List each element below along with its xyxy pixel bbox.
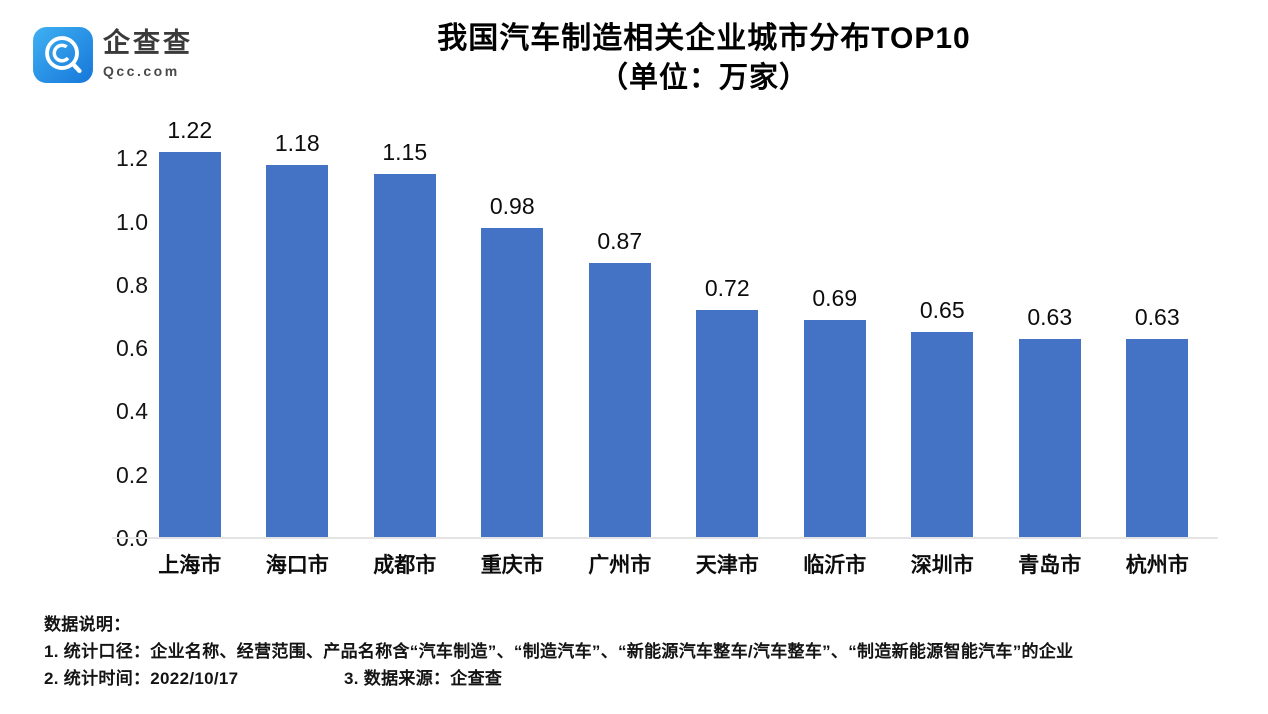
bar: [588, 262, 651, 538]
bar-slot: 0.69: [781, 120, 889, 538]
x-axis-line: [112, 537, 1218, 539]
notes-line2: 2. 统计时间：2022/10/17 3. 数据来源：企查查: [44, 665, 1256, 692]
bar-value-label: 0.72: [704, 275, 750, 302]
notes-line2-left: 2. 统计时间：2022/10/17: [44, 669, 239, 688]
bar-value-label: 1.18: [274, 129, 320, 156]
x-axis-label: 海口市: [265, 554, 329, 577]
bar: [696, 310, 759, 538]
bar-chart: 0.0 0.2 0.4 0.6 0.8 1.0 1.2 1.22 1.18 1.15 0.98 0.…: [112, 116, 1218, 581]
y-axis-tick: 0.2: [116, 461, 148, 488]
x-axis-label: 广州市: [588, 554, 652, 577]
bar: [481, 227, 544, 538]
bar: [911, 332, 974, 538]
x-axis-label: 成都市: [373, 554, 437, 577]
x-axis-label: 深圳市: [910, 554, 974, 577]
title-block: 我国汽车制造相关企业城市分布TOP10 （单位：万家）: [140, 20, 1268, 96]
logo-brand: 企查查: [103, 28, 193, 58]
bar-value-label: 0.87: [597, 227, 643, 254]
bar-value-label: 0.69: [812, 284, 858, 311]
bar-slot: 1.22: [136, 116, 244, 538]
bar: [373, 174, 436, 538]
bar-value-label: 0.65: [919, 297, 965, 324]
chart-title: 我国汽车制造相关企业城市分布TOP10: [437, 22, 971, 55]
x-axis: 上海市 海口市 成都市 重庆市 广州市 天津市 临沂市 深圳市 青岛市 杭州市: [136, 551, 1211, 581]
bar-slot: 1.15: [351, 120, 459, 538]
y-axis-tick: 0.4: [116, 398, 148, 425]
notes-line2-right: 3. 数据来源：企查查: [344, 669, 503, 688]
x-axis-label: 重庆市: [480, 554, 544, 577]
bar: [158, 151, 221, 538]
x-axis-label: 上海市: [158, 554, 222, 577]
notes: 数据说明： 1. 统计口径：企业名称、经营范围、产品名称含“汽车制造”、“制造汽…: [44, 612, 1256, 692]
bar: [1126, 338, 1189, 538]
logo-text: 企查查 Qcc.com: [103, 26, 193, 81]
bar-value-label: 0.63: [1027, 303, 1073, 330]
bar-slot: 0.63: [1104, 120, 1212, 538]
x-axis-label: 临沂市: [803, 554, 867, 577]
bar-slot: 0.65: [889, 120, 997, 538]
y-axis-tick: 1.2: [116, 145, 148, 172]
logo-domain: Qcc.com: [103, 63, 180, 79]
y-axis-tick: 1.0: [116, 208, 148, 235]
notes-line1: 1. 统计口径：企业名称、经营范围、产品名称含“汽车制造”、“制造汽车”、“新能…: [44, 642, 1074, 661]
bar-slot: 0.87: [566, 120, 674, 538]
bar-slot: 0.72: [674, 120, 782, 538]
y-axis-tick: 0.8: [116, 271, 148, 298]
x-axis-label: 杭州市: [1125, 554, 1189, 577]
y-axis-tick: 0.6: [116, 335, 148, 362]
chart-subtitle: （单位：万家）: [598, 62, 809, 94]
bar-value-label: 1.15: [382, 139, 428, 166]
x-axis-label: 青岛市: [1018, 554, 1082, 577]
notes-heading: 数据说明：: [44, 615, 131, 634]
bar-value-label: 1.22: [167, 116, 213, 143]
bar-slot: 1.18: [244, 120, 352, 538]
bar: [266, 164, 329, 538]
bar-value-label: 0.98: [489, 192, 535, 219]
magnifier-q-icon: [33, 26, 93, 84]
bar-slot: 0.63: [996, 120, 1104, 538]
x-axis-label: 天津市: [695, 554, 759, 577]
plot-area: 1.22 1.18 1.15 0.98 0.87 0.72 0.69 0.65 0.63 0.63: [136, 116, 1212, 538]
bar: [1018, 338, 1081, 538]
qcc-logo: 企查查 Qcc.com: [32, 26, 193, 84]
bar-slot: 0.98: [459, 120, 567, 538]
bar-value-label: 0.63: [1134, 303, 1180, 330]
bar: [803, 319, 866, 538]
